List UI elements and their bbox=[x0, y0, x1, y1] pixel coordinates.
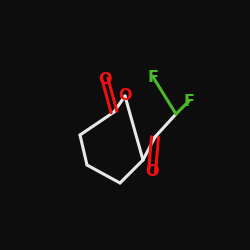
Text: O: O bbox=[98, 72, 112, 86]
Text: O: O bbox=[145, 164, 159, 180]
Text: F: F bbox=[184, 94, 194, 108]
Text: F: F bbox=[148, 70, 158, 84]
Text: O: O bbox=[118, 88, 132, 104]
